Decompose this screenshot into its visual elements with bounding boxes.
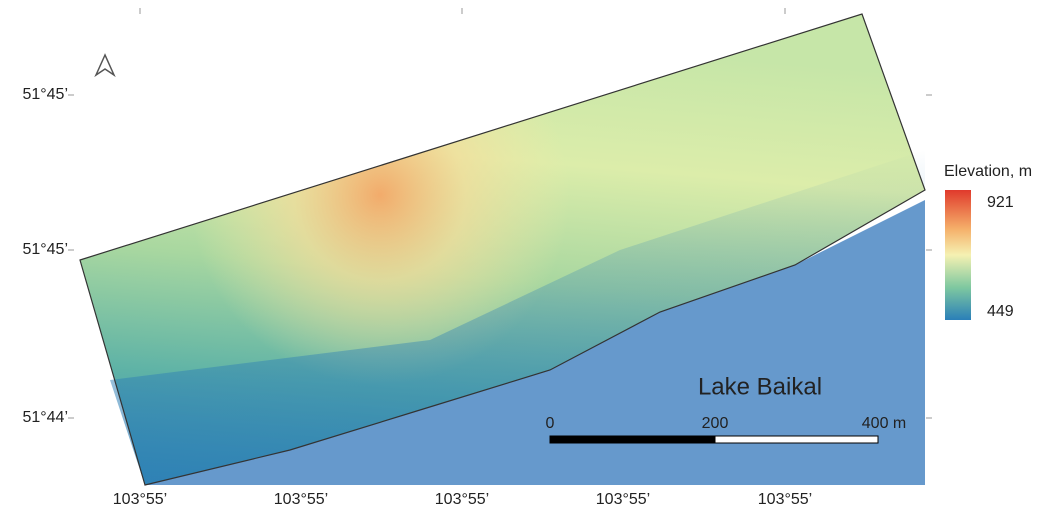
longitude-label: 103°55’ (113, 491, 167, 508)
lake (145, 200, 925, 485)
longitude-label: 103°55’ (596, 491, 650, 508)
terrain (79, 13, 926, 486)
legend-max: 921 (987, 194, 1014, 211)
frame-ticks (68, 8, 932, 419)
colorbar (945, 190, 971, 320)
longitude-label: 103°55’ (435, 491, 489, 508)
scale-label: 200 (702, 415, 729, 432)
scale-label: 400 m (862, 415, 906, 432)
latitude-label: 51°44’ (22, 409, 68, 426)
longitude-label: 103°55’ (758, 491, 812, 508)
water-label: Lake Baikal (698, 373, 822, 400)
scale-bar (549, 435, 879, 444)
latitude-label: 51°45’ (22, 86, 68, 103)
north-arrow (94, 53, 116, 78)
legend-title: Elevation, m (944, 163, 1032, 180)
legend-min: 449 (987, 303, 1014, 320)
latitude-label: 51°45’ (22, 241, 68, 258)
longitude-label: 103°55’ (274, 491, 328, 508)
scale-label: 0 (546, 415, 555, 432)
